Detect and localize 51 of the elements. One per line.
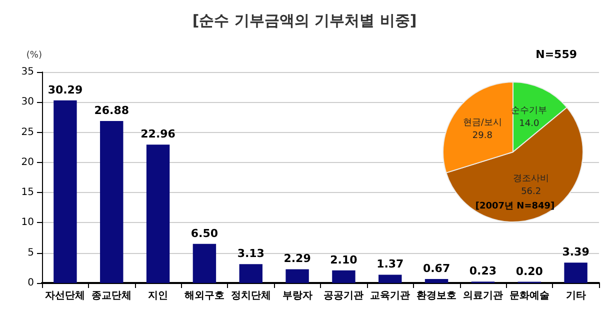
bar [100, 120, 124, 283]
data-label: 56.2 [521, 186, 542, 197]
y-tick-label: 5 [28, 247, 34, 258]
data-label: 26.88 [94, 104, 130, 117]
y-tick-label: 10 [21, 217, 34, 228]
chart-title: N=559 [536, 48, 578, 61]
x-tick-label: 종교단체 [92, 290, 132, 302]
data-label: 2.29 [284, 252, 311, 266]
bar [286, 269, 309, 283]
data-label: 6.50 [190, 226, 218, 240]
data-label: 30.29 [48, 83, 83, 96]
x-tick-label: 자선단체 [45, 290, 86, 302]
x-tick-label: 부랑자 [282, 290, 312, 302]
data-label: 14.0 [519, 119, 540, 130]
data-label: 2.10 [330, 253, 358, 266]
x-tick-label: 의료기관 [462, 290, 503, 302]
y-tick-label: 15 [21, 187, 34, 198]
bar [192, 244, 216, 283]
y-tick-label: 30 [21, 96, 34, 108]
slice-label: 경조사비 [513, 174, 550, 184]
data-label: 1.37 [376, 258, 404, 271]
x-tick-label: 해외구호 [184, 290, 224, 302]
y-tick-label: 20 [21, 156, 34, 168]
bar [424, 278, 448, 283]
x-tick-label: 지인 [148, 290, 168, 302]
chart-title: [순수 기부금액의 기부처별 비중] [192, 12, 417, 30]
y-axis-title: (%) [26, 50, 42, 60]
data-label: 29.8 [472, 130, 493, 141]
x-tick-label: 교육기관 [370, 290, 410, 302]
x-tick-label: 정치단체 [230, 290, 271, 302]
bar [564, 262, 588, 283]
data-label: 0.20 [516, 264, 544, 278]
y-tick-label: 25 [21, 126, 34, 138]
slice-label: 현금/보시 [462, 118, 502, 128]
bar [378, 274, 402, 283]
data-label: 3.39 [562, 246, 590, 259]
annotation: [2007년 N=849] [475, 202, 555, 212]
bar [146, 144, 170, 283]
data-label: 0.23 [469, 264, 497, 278]
y-tick-label: 35 [21, 66, 34, 78]
x-tick-label: 환경보호 [416, 290, 457, 302]
x-tick-label: 문화예술 [509, 290, 550, 302]
data-label: 0.67 [422, 262, 450, 275]
bar [54, 100, 77, 283]
y-tick-label: 0 [28, 278, 34, 288]
bar [239, 264, 262, 283]
data-label: 3.13 [237, 247, 264, 260]
data-label: 22.96 [140, 128, 176, 141]
x-tick-label: 기타 [566, 290, 586, 302]
x-tick-label: 공공기관 [324, 290, 364, 302]
bar [332, 270, 356, 283]
